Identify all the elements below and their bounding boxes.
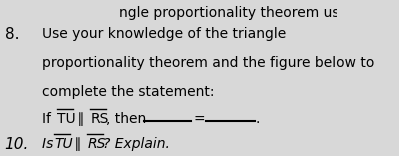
Text: proportionality theorem and the figure below to: proportionality theorem and the figure b…: [42, 56, 374, 70]
Text: RS: RS: [87, 137, 106, 151]
Text: =: =: [194, 112, 205, 126]
Text: ngle proportionality theorem using th: ngle proportionality theorem using th: [119, 6, 379, 20]
Text: 8.: 8.: [5, 27, 19, 42]
Text: ∥: ∥: [70, 137, 86, 151]
Text: , then: , then: [106, 112, 146, 126]
Text: If: If: [42, 112, 55, 126]
Text: TU: TU: [57, 112, 76, 126]
Text: RS: RS: [91, 112, 109, 126]
Text: ∥: ∥: [73, 112, 89, 126]
Text: Use your knowledge of the triangle: Use your knowledge of the triangle: [42, 27, 286, 41]
Text: 10.: 10.: [5, 137, 29, 152]
Text: TU: TU: [55, 137, 73, 151]
Text: Is: Is: [42, 137, 57, 151]
Text: complete the statement:: complete the statement:: [42, 85, 214, 99]
Text: .: .: [255, 112, 260, 126]
Text: ? Explain.: ? Explain.: [103, 137, 170, 151]
